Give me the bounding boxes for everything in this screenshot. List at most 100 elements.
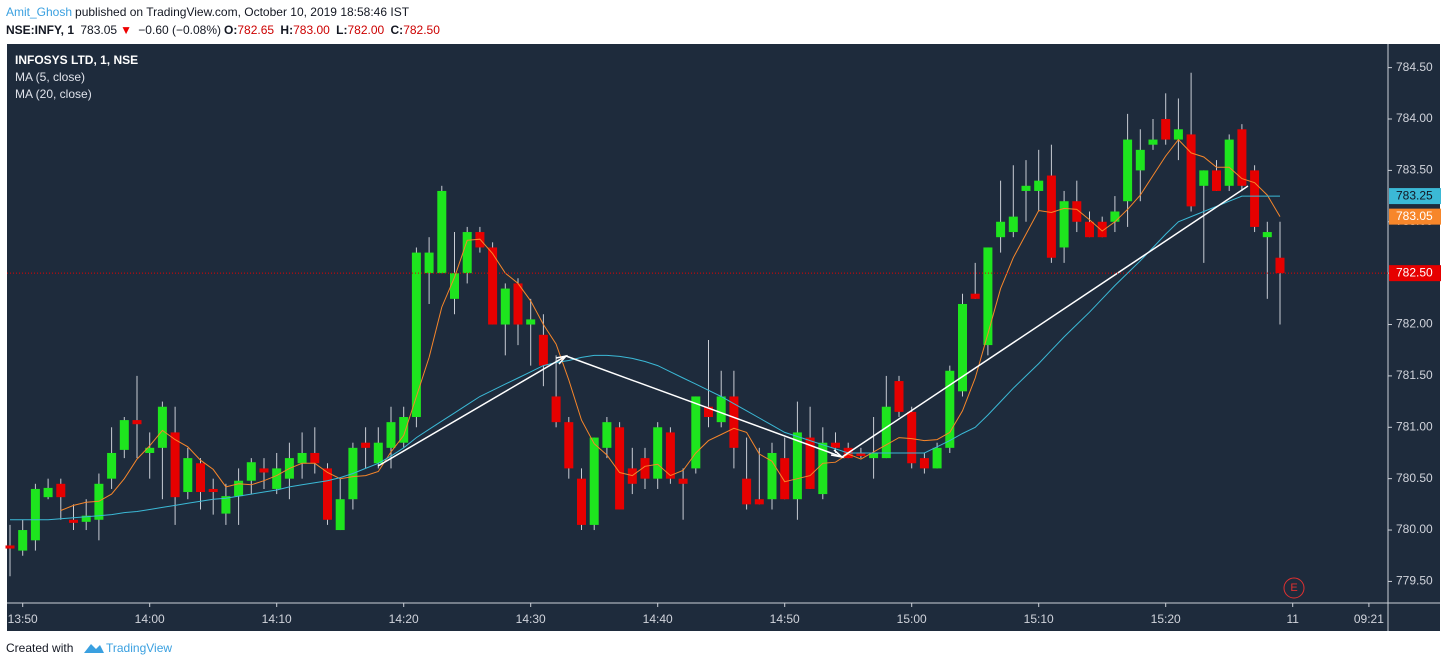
footer-created: Created with bbox=[6, 641, 73, 655]
candle-body bbox=[1110, 211, 1120, 222]
candle-body bbox=[5, 545, 15, 549]
candle-body bbox=[1008, 216, 1018, 233]
x-tick-label: 15:00 bbox=[897, 612, 927, 626]
candle-body bbox=[1123, 139, 1133, 202]
candle-body bbox=[56, 483, 66, 498]
x-tick-label: 14:30 bbox=[516, 612, 546, 626]
candle-body bbox=[1275, 257, 1285, 274]
candle-body bbox=[653, 427, 663, 479]
candle-body bbox=[297, 452, 307, 464]
candle-body bbox=[411, 252, 421, 418]
candle-body bbox=[869, 452, 879, 459]
candle-body bbox=[792, 432, 802, 500]
candle-body bbox=[170, 432, 180, 498]
candle-body bbox=[615, 427, 625, 510]
candle-body bbox=[386, 422, 396, 448]
candle-body bbox=[894, 381, 904, 412]
candle-body bbox=[1135, 149, 1145, 171]
earnings-marker[interactable] bbox=[1283, 577, 1305, 599]
candle-body bbox=[881, 406, 891, 459]
ma-line bbox=[10, 195, 1280, 521]
candle-body bbox=[780, 458, 790, 500]
candle-body bbox=[970, 293, 980, 299]
x-tick-label: 13:50 bbox=[8, 612, 38, 626]
price-tag bbox=[1389, 208, 1441, 225]
candle-body bbox=[1034, 180, 1044, 191]
h-label: H: bbox=[280, 23, 294, 37]
candle-body bbox=[1212, 170, 1221, 191]
candle-body bbox=[767, 452, 777, 500]
candle-body bbox=[437, 190, 447, 274]
candle-body bbox=[310, 452, 320, 464]
candle-body bbox=[856, 452, 866, 457]
footer-brand[interactable]: TradingView bbox=[106, 641, 172, 655]
y-tick-label: 781.00 bbox=[1396, 419, 1433, 433]
candle-body bbox=[919, 458, 929, 469]
candle-body bbox=[526, 319, 536, 325]
drawing-line bbox=[377, 185, 1249, 467]
price-tag-label: 783.05 bbox=[1396, 209, 1433, 223]
high: 783.00 bbox=[293, 23, 330, 37]
candle-body bbox=[81, 515, 91, 522]
candle-body bbox=[1186, 134, 1196, 207]
change: −0.60 (−0.08%) bbox=[138, 23, 222, 37]
c-label: C: bbox=[390, 23, 404, 37]
candle-body bbox=[1161, 119, 1171, 140]
candle-body bbox=[983, 247, 993, 346]
y-tick-label: 780.00 bbox=[1396, 522, 1433, 536]
candle-body bbox=[958, 303, 967, 392]
x-tick-label: 11 bbox=[1286, 612, 1299, 626]
author[interactable]: Amit_Ghosh bbox=[6, 5, 73, 19]
candle-body bbox=[30, 488, 40, 541]
candle-body bbox=[704, 406, 713, 418]
candle-body bbox=[1097, 221, 1107, 238]
candle-body bbox=[157, 406, 167, 448]
y-tick-label: 780.50 bbox=[1396, 471, 1433, 485]
ma-line bbox=[60, 138, 1281, 511]
price-tag bbox=[1389, 265, 1441, 282]
candle-body bbox=[932, 447, 942, 469]
candle-body bbox=[335, 499, 345, 531]
candle-body bbox=[577, 478, 586, 525]
x-tick-label: 14:10 bbox=[262, 612, 292, 626]
tv-logo bbox=[84, 644, 104, 653]
legend-ma20[interactable]: MA (20, close) bbox=[15, 87, 92, 101]
x-tick-label: 14:20 bbox=[389, 612, 419, 626]
candle-body bbox=[996, 221, 1006, 238]
candle-body bbox=[259, 468, 269, 473]
candle-body bbox=[272, 468, 282, 489]
candle-body bbox=[1173, 129, 1183, 140]
candle-body bbox=[1262, 232, 1272, 238]
plot bbox=[5, 72, 1285, 577]
candle-body bbox=[818, 442, 828, 495]
y-tick-label: 784.50 bbox=[1396, 60, 1433, 74]
candle-body bbox=[1046, 175, 1056, 258]
x-tick-label: 15:10 bbox=[1024, 612, 1054, 626]
drawing-arrowhead bbox=[555, 354, 569, 365]
candle-body bbox=[18, 530, 28, 551]
candle-body bbox=[907, 411, 917, 464]
chart-background bbox=[7, 44, 1440, 631]
close: 782.50 bbox=[403, 23, 440, 37]
candle-body bbox=[742, 478, 752, 505]
candle-body bbox=[716, 396, 726, 423]
candle-body bbox=[640, 458, 650, 479]
candle-body bbox=[564, 422, 574, 469]
earnings-label: E bbox=[1290, 582, 1297, 594]
low: 782.00 bbox=[347, 23, 385, 37]
o-label: O: bbox=[224, 23, 238, 37]
legend-ma5[interactable]: MA (5, close) bbox=[15, 70, 85, 84]
candle-body bbox=[132, 420, 142, 425]
candle-body bbox=[513, 283, 523, 325]
candle-body bbox=[69, 519, 78, 523]
candle-body bbox=[589, 437, 599, 525]
quote-line: NSE:INFY, 1 783.05 ▼ −0.60 (−0.08%) O:782.… bbox=[6, 23, 443, 37]
candle-body bbox=[805, 437, 815, 489]
candle-body bbox=[208, 488, 218, 493]
candle-body bbox=[1085, 221, 1094, 238]
candle-body bbox=[1199, 170, 1209, 186]
l-label: L: bbox=[336, 23, 348, 37]
candle-body bbox=[107, 452, 117, 479]
candle-body bbox=[323, 468, 332, 520]
price-tag bbox=[1389, 188, 1441, 205]
